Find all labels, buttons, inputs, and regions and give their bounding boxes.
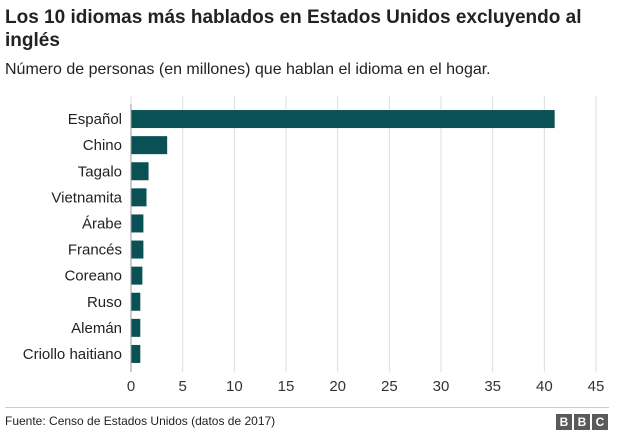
category-label: Coreano (64, 268, 122, 285)
chart-title: Los 10 idiomas más hablados en Estados U… (5, 7, 582, 51)
bbc-logo: B B C (556, 414, 608, 430)
x-tick-label: 20 (329, 378, 346, 395)
footer-divider (5, 407, 609, 408)
bar (131, 266, 143, 285)
bar (131, 110, 555, 129)
x-tick-label: 40 (536, 378, 553, 395)
bar (131, 292, 141, 311)
source-note: Fuente: Censo de Estados Unidos (datos d… (5, 414, 276, 428)
chart-subtitle: Número de personas (en millones) que hab… (5, 61, 491, 78)
x-tick-label: 45 (588, 378, 605, 395)
category-label: Alemán (71, 320, 122, 337)
bar (131, 188, 147, 207)
category-label: Francés (68, 242, 122, 259)
x-tick-label: 10 (226, 378, 243, 395)
bar (131, 344, 141, 363)
bbc-logo-letter-1: B (556, 414, 572, 430)
category-label: Criollo haitiano (23, 346, 122, 363)
bar (131, 240, 144, 259)
x-tick-label: 0 (127, 378, 135, 395)
x-tick-label: 30 (433, 378, 450, 395)
bbc-logo-letter-3: C (592, 414, 608, 430)
category-label: Ruso (87, 294, 122, 311)
category-label: Árabe (82, 215, 122, 232)
category-label: Tagalo (78, 163, 122, 180)
bar-chart: 0 5 10 15 20 25 30 35 40 45 Español Chino Tagalo Viet… (23, 96, 605, 395)
category-label: Español (68, 111, 122, 128)
x-tick-label: 25 (381, 378, 398, 395)
category-label: Vietnamita (51, 189, 122, 206)
bbc-logo-letter-2: B (574, 414, 590, 430)
bar (131, 162, 149, 181)
bar (131, 214, 144, 233)
x-tick-label: 5 (178, 378, 186, 395)
category-label: Chino (83, 137, 122, 154)
x-tick-label: 15 (278, 378, 295, 395)
bar (131, 318, 141, 337)
x-tick-label: 35 (484, 378, 501, 395)
bar (131, 136, 168, 155)
